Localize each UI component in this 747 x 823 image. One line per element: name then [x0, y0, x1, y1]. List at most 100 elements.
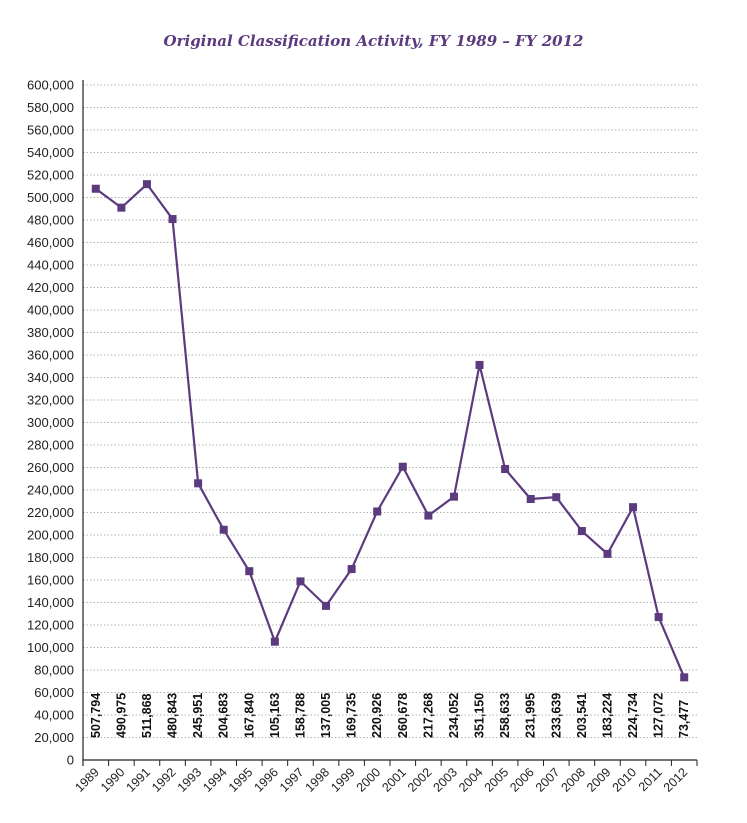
data-label: 480,843	[166, 693, 180, 738]
data-point	[680, 673, 689, 682]
x-tick-label: 2001	[379, 765, 409, 795]
data-point	[424, 511, 433, 520]
x-tick-label: 2004	[456, 765, 486, 795]
y-tick-label: 500,000	[27, 190, 74, 205]
y-tick-label: 100,000	[27, 640, 74, 655]
data-point	[501, 465, 510, 474]
data-label: 183,224	[600, 693, 614, 738]
y-tick-label: 180,000	[27, 550, 74, 565]
data-label: 204,683	[217, 693, 231, 738]
y-tick-label: 520,000	[27, 168, 74, 183]
y-tick-label: 20,000	[34, 730, 74, 745]
y-tick-label: 300,000	[27, 415, 74, 430]
data-point	[219, 525, 228, 534]
data-label: 224,734	[626, 693, 640, 738]
series-line	[91, 180, 689, 682]
x-tick-labels: 1989199019911992199319941995199619971998…	[72, 765, 690, 795]
axes	[82, 80, 698, 766]
data-label: 260,678	[396, 693, 410, 738]
data-point	[296, 577, 305, 586]
data-point	[245, 567, 254, 576]
data-point	[449, 492, 458, 501]
y-tick-labels: 0 20,000 40,000 60,000 80,000 100,000 120,000 1…	[27, 78, 74, 768]
x-tick-label: 2008	[558, 765, 588, 795]
y-tick-label: 480,000	[27, 213, 74, 228]
y-tick-label: 380,000	[27, 325, 74, 340]
data-point	[142, 180, 151, 189]
x-tick-label: 1990	[98, 765, 128, 795]
x-tick-label: 1995	[226, 765, 256, 795]
data-label: 217,268	[421, 693, 435, 738]
y-tick-label: 420,000	[27, 280, 74, 295]
x-tick-label: 2006	[507, 765, 537, 795]
x-tick-label: 2011	[636, 765, 665, 794]
data-label: 233,639	[549, 693, 563, 738]
y-tick-label: 0	[67, 753, 74, 768]
y-tick-label: 40,000	[34, 708, 74, 723]
y-tick-label: 80,000	[34, 663, 74, 678]
x-tick-label: 1996	[251, 765, 281, 795]
data-labels: 507,794 490,975 511,868 480,843 245,951 204,6…	[89, 693, 691, 738]
data-label: 158,788	[293, 693, 307, 738]
data-label: 490,975	[114, 693, 128, 738]
data-point	[373, 507, 382, 516]
data-label: 73,477	[677, 700, 691, 738]
x-tick-label: 1993	[175, 765, 205, 795]
data-point	[654, 613, 663, 622]
x-tick-label: 2007	[533, 765, 563, 795]
y-tick-label: 560,000	[27, 123, 74, 138]
data-point	[117, 203, 126, 212]
x-tick-label: 1994	[200, 765, 230, 795]
x-tick-label: 2000	[354, 765, 384, 795]
y-tick-label: 260,000	[27, 460, 74, 475]
data-point	[91, 184, 100, 193]
data-label: 169,735	[345, 693, 359, 738]
data-point	[347, 565, 356, 574]
y-tick-label: 200,000	[27, 528, 74, 543]
series-line-path	[95, 183, 686, 678]
chart-title: Original Classification Activity, FY 198…	[163, 32, 584, 50]
y-tick-label: 320,000	[27, 393, 74, 408]
data-point	[526, 495, 535, 504]
data-label: 245,951	[191, 693, 205, 738]
data-label: 258,633	[498, 693, 512, 738]
y-tick-label: 540,000	[27, 145, 74, 160]
data-label: 231,995	[524, 693, 538, 738]
y-tick-label: 140,000	[27, 595, 74, 610]
gridlines	[83, 84, 697, 738]
y-tick-label: 460,000	[27, 235, 74, 250]
data-point	[398, 462, 407, 471]
data-point	[475, 360, 484, 369]
x-tick-label: 2012	[661, 765, 691, 795]
y-tick-label: 220,000	[27, 505, 74, 520]
y-tick-label: 120,000	[27, 618, 74, 633]
data-label: 105,163	[268, 693, 282, 738]
x-tick-label: 2005	[482, 765, 512, 795]
data-label: 203,541	[575, 693, 589, 738]
data-label: 511,868	[140, 693, 154, 738]
y-tick-label: 400,000	[27, 303, 74, 318]
y-tick-label: 240,000	[27, 483, 74, 498]
data-label: 351,150	[473, 693, 487, 738]
data-label: 507,794	[89, 693, 103, 738]
x-tick-label: 2010	[610, 765, 640, 795]
y-tick-label: 580,000	[27, 100, 74, 115]
y-tick-label: 600,000	[27, 78, 74, 93]
x-tick-label: 2003	[431, 765, 461, 795]
data-label: 167,840	[242, 693, 256, 738]
data-point	[552, 493, 561, 502]
data-point	[168, 215, 177, 224]
x-tick-label: 1992	[149, 765, 179, 795]
data-label: 127,072	[652, 693, 666, 738]
x-tick-label: 1989	[72, 765, 102, 795]
data-point	[194, 479, 203, 488]
x-tick-label: 2009	[584, 765, 614, 795]
data-point	[603, 549, 612, 558]
y-tick-label: 440,000	[27, 258, 74, 273]
y-tick-label: 280,000	[27, 438, 74, 453]
data-point	[322, 601, 331, 610]
y-tick-label: 340,000	[27, 370, 74, 385]
x-tick-label: 1997	[277, 765, 307, 795]
x-tick-label: 1999	[328, 765, 358, 795]
